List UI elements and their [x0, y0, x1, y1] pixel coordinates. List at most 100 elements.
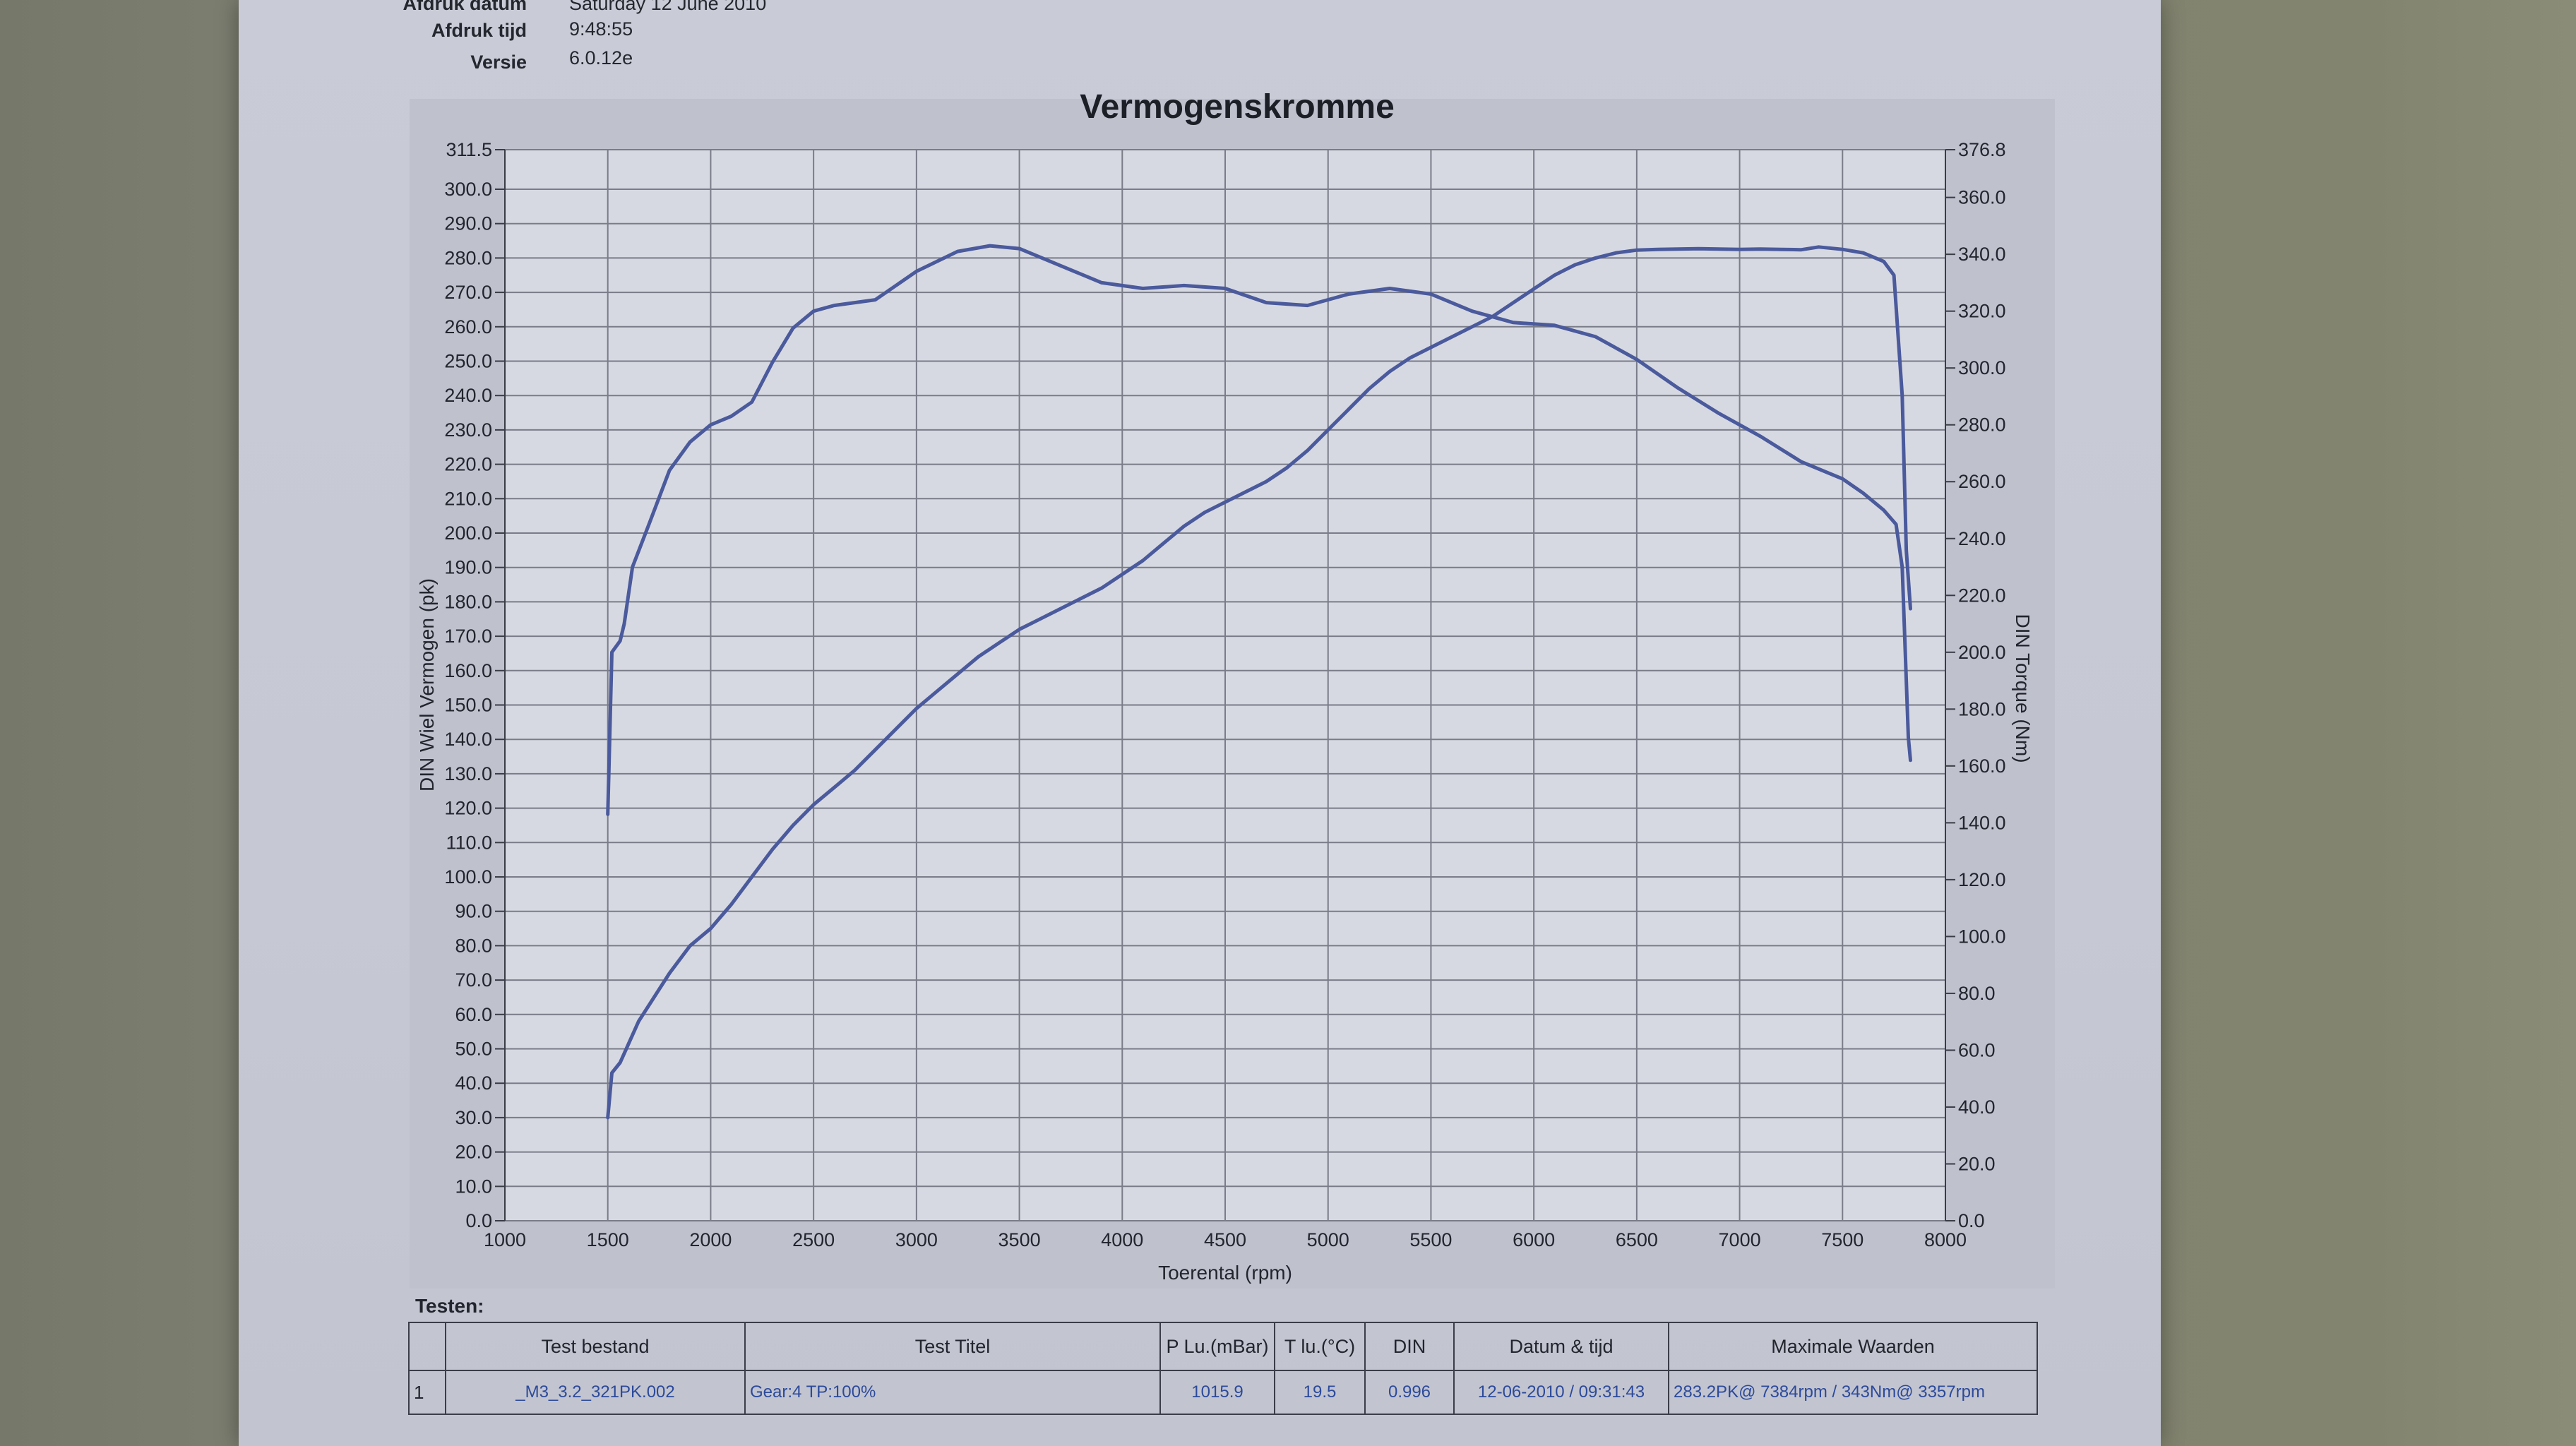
y2-tick-label: 240.0	[1958, 528, 2006, 549]
x-tick-label: 7500	[1821, 1229, 1864, 1250]
table-cell: 19.5	[1274, 1370, 1366, 1415]
y2-tick-label: 180.0	[1958, 698, 2006, 719]
torque-series-line	[606, 244, 1912, 816]
x-tick-label: 4000	[1101, 1229, 1143, 1250]
table-cell: 0.996	[1364, 1370, 1455, 1415]
y2-tick-label: 120.0	[1958, 869, 2006, 890]
table-cell: 12-06-2010 / 09:31:43	[1453, 1370, 1669, 1415]
table-cell: 1	[408, 1370, 446, 1415]
x-tick-label: 3000	[895, 1229, 938, 1250]
y2-tick-label: 160.0	[1958, 755, 2006, 777]
y-tick-label: 220.0	[444, 454, 492, 475]
y-tick-label: 130.0	[444, 763, 492, 784]
x-tick-label: 2000	[689, 1229, 732, 1250]
column-header: Maximale Waarden	[1668, 1322, 2038, 1371]
y-tick-label: 0.0	[465, 1210, 492, 1231]
table-row: 1 _M3_3.2_321PK.002 Gear:4 TP:100% 1015.…	[408, 1370, 2038, 1415]
y-tick-label: 100.0	[444, 866, 492, 888]
y-tick-label: 280.0	[444, 247, 492, 268]
y2-tick-label: 20.0	[1958, 1153, 1996, 1174]
y-tick-label: 170.0	[444, 626, 492, 647]
y2-tick-label: 0.0	[1958, 1210, 1985, 1231]
column-header: Test bestand	[445, 1322, 746, 1371]
results-table: Test bestand Test Titel P Lu.(mBar) T lu…	[408, 1322, 2038, 1415]
y-tick-label: 210.0	[444, 488, 492, 509]
y2-tick-label: 280.0	[1958, 414, 2006, 436]
y-tick-label: 240.0	[444, 385, 492, 406]
x-tick-label: 5000	[1307, 1229, 1349, 1250]
y-tick-label: 110.0	[446, 832, 492, 853]
x-tick-label: 1000	[484, 1229, 526, 1250]
y2-tick-label: 200.0	[1958, 642, 2006, 663]
table-cell: 283.2PK@ 7384rpm / 343Nm@ 3357rpm	[1668, 1370, 2038, 1415]
print-date-label: Afdruk datum	[402, 0, 527, 14]
y-tick-label: 190.0	[444, 557, 492, 578]
y-tick-label: 70.0	[455, 969, 492, 991]
table-cell: Gear:4 TP:100%	[744, 1370, 1161, 1415]
y2-tick-label: 140.0	[1958, 812, 2006, 833]
column-header: Datum & tijd	[1453, 1322, 1669, 1371]
power-series-line	[606, 245, 1912, 1120]
y-tick-label: 10.0	[455, 1176, 492, 1197]
y-tick-label: 20.0	[455, 1142, 492, 1163]
y-tick-label: 40.0	[455, 1072, 492, 1094]
column-header: P Lu.(mBar)	[1159, 1322, 1275, 1371]
y2-tick-label: 80.0	[1958, 983, 1996, 1004]
column-header: Test Titel	[744, 1322, 1161, 1371]
y2-tick-label: 376.8	[1958, 139, 2006, 160]
table-header-row: Test bestand Test Titel P Lu.(mBar) T lu…	[408, 1322, 2038, 1371]
y-tick-label: 250.0	[444, 351, 492, 372]
y2-tick-label: 300.0	[1958, 357, 2006, 378]
y-tick-label: 200.0	[444, 522, 492, 544]
y-tick-label: 160.0	[444, 660, 492, 681]
y-tick-label: 290.0	[444, 213, 492, 234]
y-tick-label: 60.0	[455, 1004, 492, 1025]
print-date-value: Saturday 12 June 2010	[569, 0, 767, 14]
y-tick-label: 90.0	[455, 901, 492, 922]
y2-tick-label: 260.0	[1958, 471, 2006, 492]
y-tick-label: 150.0	[444, 695, 492, 716]
y-tick-label: 300.0	[444, 179, 492, 200]
y-tick-label: 260.0	[444, 316, 492, 337]
column-header: T lu.(°C)	[1274, 1322, 1366, 1371]
version-label: Versie	[470, 52, 527, 73]
table-cell: 1015.9	[1159, 1370, 1275, 1415]
y-tick-label: 80.0	[455, 935, 492, 956]
y-tick-label: 30.0	[455, 1107, 492, 1128]
column-header: DIN	[1364, 1322, 1455, 1371]
print-time-label: Afdruk tijd	[431, 20, 527, 41]
y2-tick-label: 340.0	[1958, 244, 2006, 265]
x-tick-label: 3500	[998, 1229, 1041, 1250]
y2-axis-title: DIN Torque (Nm)	[2012, 614, 2034, 763]
y2-tick-label: 60.0	[1958, 1039, 1996, 1060]
y2-tick-label: 220.0	[1958, 585, 2006, 606]
y2-tick-label: 360.0	[1958, 187, 2006, 208]
y-axis-title: DIN Wiel Vermogen (pk)	[416, 578, 438, 791]
y-tick-label: 270.0	[444, 282, 492, 303]
version-value: 6.0.12e	[569, 47, 633, 68]
x-tick-label: 6500	[1616, 1229, 1658, 1250]
y-tick-label: 140.0	[444, 729, 492, 750]
y2-tick-label: 100.0	[1958, 926, 2006, 947]
x-tick-label: 6000	[1513, 1229, 1555, 1250]
chart-title: Vermogenskromme	[1080, 88, 1395, 126]
x-axis-title: Toerental (rpm)	[1158, 1262, 1292, 1284]
y2-tick-label: 40.0	[1958, 1097, 1996, 1118]
x-tick-label: 5500	[1409, 1229, 1452, 1250]
y-tick-label: 50.0	[455, 1039, 492, 1060]
table-cell: _M3_3.2_321PK.002	[445, 1370, 746, 1415]
tests-label: Testen:	[415, 1295, 484, 1317]
y-tick-label: 120.0	[444, 798, 492, 819]
y2-tick-label: 320.0	[1958, 301, 2006, 322]
x-tick-label: 1500	[587, 1229, 629, 1250]
x-tick-label: 7000	[1719, 1229, 1761, 1250]
x-tick-label: 8000	[1924, 1229, 1967, 1250]
y-tick-label: 230.0	[444, 419, 492, 441]
column-header	[408, 1322, 446, 1371]
y-tick-label: 311.5	[446, 139, 492, 160]
x-tick-label: 4500	[1204, 1229, 1246, 1250]
print-time-value: 9:48:55	[569, 18, 633, 40]
x-tick-label: 2500	[792, 1229, 835, 1250]
y-tick-label: 180.0	[444, 591, 492, 612]
